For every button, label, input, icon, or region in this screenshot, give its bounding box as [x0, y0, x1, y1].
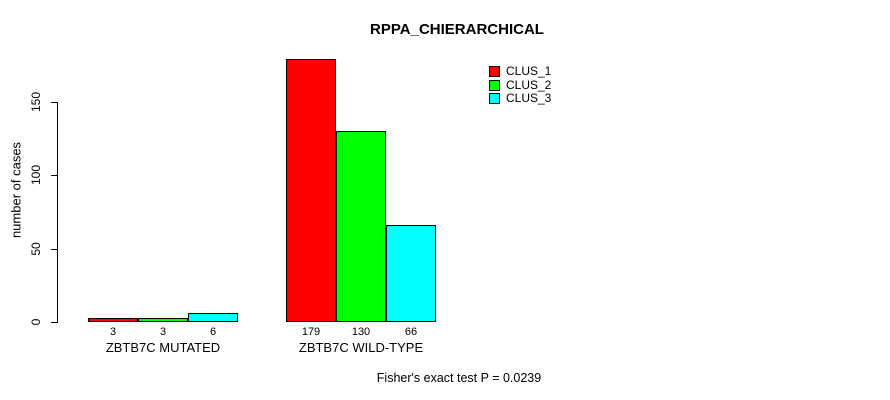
y-tick-label-50: 50 [29, 242, 43, 256]
bar-clus-3-zbtb7c-mutated [188, 313, 238, 322]
chart-title: RPPA_CHIERARCHICAL [370, 21, 544, 38]
bar-value-clus-2-zbtb7c-wild-type: 130 [351, 326, 371, 338]
stat-annotation: Fisher's exact test P = 0.0239 [376, 371, 542, 385]
y-axis-line [57, 102, 58, 323]
bar-value-clus-1-zbtb7c-mutated: 3 [109, 326, 117, 338]
y-tick-label-100: 100 [29, 164, 43, 186]
legend-label-clus-2: CLUS_2 [506, 77, 552, 92]
group-label-zbtb7c-wild-type: ZBTB7C WILD-TYPE [298, 340, 424, 355]
bar-clus-2-zbtb7c-wild-type [336, 131, 386, 322]
group-label-zbtb7c-mutated: ZBTB7C MUTATED [105, 340, 221, 355]
legend-item-clus-3: CLUS_3 [489, 92, 551, 106]
bar-value-clus-3-zbtb7c-wild-type: 66 [404, 326, 418, 338]
y-tick-50 [51, 249, 57, 250]
legend-swatch-clus-3 [489, 93, 500, 105]
y-tick-0 [51, 322, 57, 323]
y-tick-100 [51, 175, 57, 176]
legend: CLUS_1 CLUS_2 CLUS_3 [489, 65, 551, 106]
legend-item-clus-2: CLUS_2 [489, 77, 552, 93]
bar-value-clus-2-zbtb7c-mutated: 3 [159, 326, 167, 338]
y-axis-label: number of cases [8, 141, 24, 239]
legend-label-clus-1: CLUS_1 [506, 64, 552, 79]
legend-swatch-clus-1 [489, 66, 500, 78]
bar-value-clus-1-zbtb7c-wild-type: 179 [301, 326, 321, 338]
legend-item-clus-1: CLUS_1 [489, 65, 551, 79]
y-tick-label-150: 150 [29, 91, 43, 113]
y-tick-150 [51, 102, 57, 103]
bar-clus-1-zbtb7c-wild-type [286, 59, 336, 322]
legend-label-clus-3: CLUS_3 [506, 91, 552, 106]
bar-clus-3-zbtb7c-wild-type [386, 225, 436, 322]
bar-value-clus-3-zbtb7c-mutated: 6 [209, 326, 217, 338]
y-tick-label-0: 0 [29, 318, 43, 326]
legend-swatch-clus-2 [489, 79, 500, 91]
bar-clus-1-zbtb7c-mutated [88, 318, 138, 322]
bar-clus-2-zbtb7c-mutated [138, 318, 188, 322]
